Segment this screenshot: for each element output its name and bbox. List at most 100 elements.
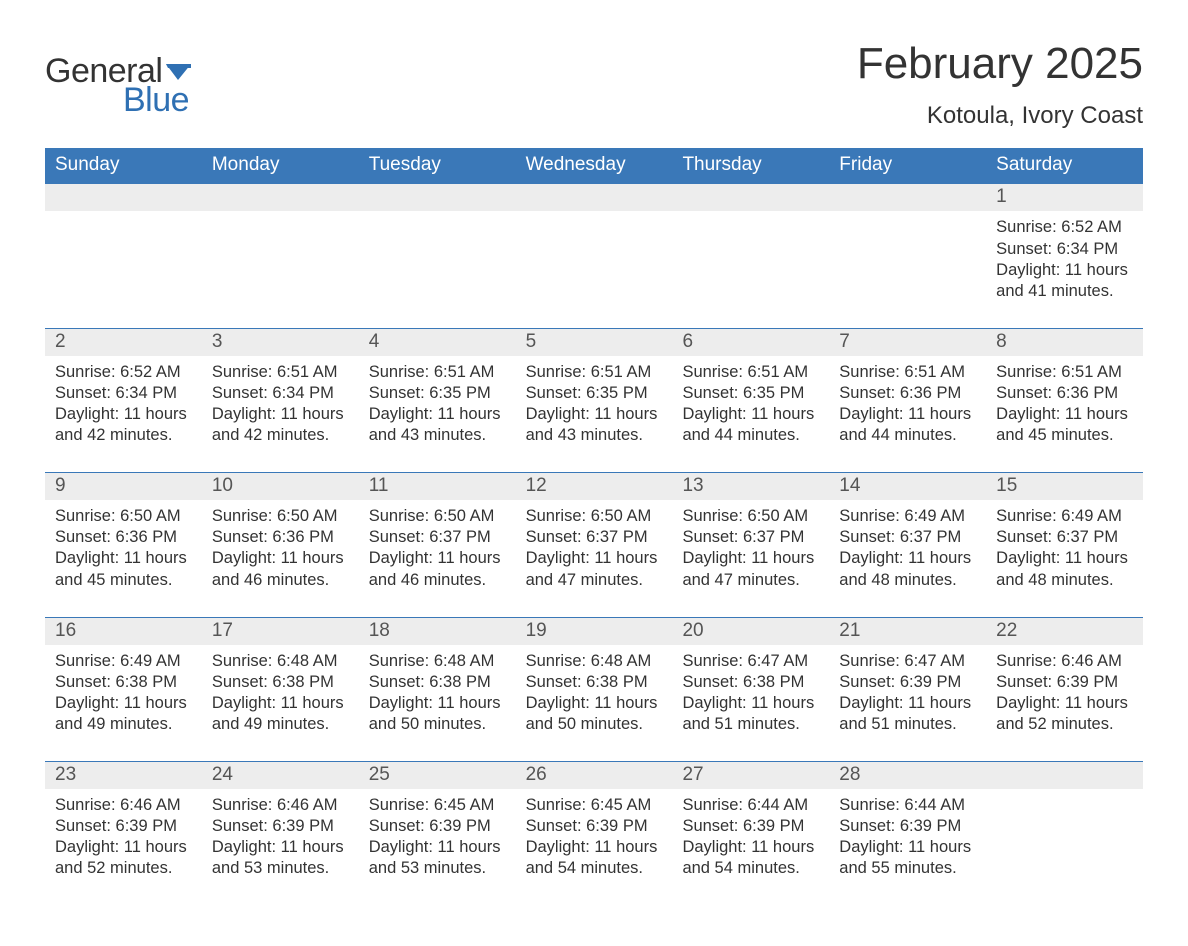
day-number: 28 xyxy=(829,762,986,789)
day-number: 10 xyxy=(202,473,359,500)
sunset-text: Sunset: 6:38 PM xyxy=(369,672,506,693)
sunrise-text: Sunrise: 6:49 AM xyxy=(839,506,976,527)
sunset-text: Sunset: 6:34 PM xyxy=(55,383,192,404)
empty-day-header xyxy=(672,184,829,211)
day-number: 4 xyxy=(359,329,516,356)
daylight-text-2: and 43 minutes. xyxy=(526,425,663,446)
day-cell xyxy=(516,184,673,309)
day-cell: 21Sunrise: 6:47 AMSunset: 6:39 PMDayligh… xyxy=(829,618,986,743)
day-cell: 16Sunrise: 6:49 AMSunset: 6:38 PMDayligh… xyxy=(45,618,202,743)
day-cell: 26 Sunrise: 6:45 AMSunset: 6:39 PMDayligh… xyxy=(516,762,673,887)
day-number: 27 xyxy=(672,762,829,789)
day-number: 20 xyxy=(672,618,829,645)
daylight-text-2: and 46 minutes. xyxy=(369,570,506,591)
week-row: 16Sunrise: 6:49 AMSunset: 6:38 PMDayligh… xyxy=(45,617,1143,743)
weekday-header: Tuesday xyxy=(359,148,516,184)
sunset-text: Sunset: 6:38 PM xyxy=(55,672,192,693)
daylight-text-1: Daylight: 11 hours xyxy=(212,404,349,425)
sunrise-text: Sunrise: 6:44 AM xyxy=(839,795,976,816)
day-cell: 3Sunrise: 6:51 AMSunset: 6:34 PMDaylight… xyxy=(202,329,359,454)
day-cell: 5Sunrise: 6:51 AMSunset: 6:35 PMDaylight… xyxy=(516,329,673,454)
day-details: Sunrise: 6:48 AMSunset: 6:38 PMDaylight:… xyxy=(202,651,359,735)
sunrise-text: Sunrise: 6:46 AM xyxy=(996,651,1133,672)
daylight-text-1: Daylight: 11 hours xyxy=(682,693,819,714)
day-details: Sunrise: 6:50 AMSunset: 6:36 PMDaylight:… xyxy=(45,506,202,590)
day-cell: 8 Sunrise: 6:51 AMSunset: 6:36 PMDaylight… xyxy=(986,329,1143,454)
day-number: 22 xyxy=(986,618,1143,645)
day-number: 25 xyxy=(359,762,516,789)
day-cell xyxy=(202,184,359,309)
daylight-text-2: and 45 minutes. xyxy=(996,425,1133,446)
day-number: 6 xyxy=(672,329,829,356)
sunset-text: Sunset: 6:39 PM xyxy=(839,672,976,693)
day-details: Sunrise: 6:47 AMSunset: 6:38 PMDaylight:… xyxy=(672,651,829,735)
sunrise-text: Sunrise: 6:48 AM xyxy=(369,651,506,672)
empty-day-header xyxy=(516,184,673,211)
sunset-text: Sunset: 6:39 PM xyxy=(526,816,663,837)
sunset-text: Sunset: 6:34 PM xyxy=(212,383,349,404)
day-cell: 12Sunrise: 6:50 AMSunset: 6:37 PMDayligh… xyxy=(516,473,673,598)
day-details: Sunrise: 6:51 AMSunset: 6:36 PMDaylight:… xyxy=(986,362,1143,446)
day-number: 8 xyxy=(986,329,1143,356)
day-number: 19 xyxy=(516,618,673,645)
daylight-text-2: and 45 minutes. xyxy=(55,570,192,591)
day-cell: 19 Sunrise: 6:48 AMSunset: 6:38 PMDayligh… xyxy=(516,618,673,743)
day-details: Sunrise: 6:51 AMSunset: 6:35 PMDaylight:… xyxy=(516,362,673,446)
daylight-text-1: Daylight: 11 hours xyxy=(212,548,349,569)
day-number: 15 xyxy=(986,473,1143,500)
daylight-text-2: and 54 minutes. xyxy=(682,858,819,879)
day-cell: 27 Sunrise: 6:44 AMSunset: 6:39 PMDayligh… xyxy=(672,762,829,887)
sunrise-text: Sunrise: 6:50 AM xyxy=(212,506,349,527)
day-details: Sunrise: 6:45 AMSunset: 6:39 PMDaylight:… xyxy=(516,795,673,879)
sunset-text: Sunset: 6:39 PM xyxy=(839,816,976,837)
daylight-text-1: Daylight: 11 hours xyxy=(369,693,506,714)
day-cell: 10 Sunrise: 6:50 AMSunset: 6:36 PMDayligh… xyxy=(202,473,359,598)
sunrise-text: Sunrise: 6:46 AM xyxy=(212,795,349,816)
day-cell: 28 Sunrise: 6:44 AMSunset: 6:39 PMDayligh… xyxy=(829,762,986,887)
day-number: 17 xyxy=(202,618,359,645)
day-number: 26 xyxy=(516,762,673,789)
day-details: Sunrise: 6:48 AMSunset: 6:38 PMDaylight:… xyxy=(516,651,673,735)
day-number: 14 xyxy=(829,473,986,500)
daylight-text-2: and 51 minutes. xyxy=(839,714,976,735)
sunset-text: Sunset: 6:39 PM xyxy=(682,816,819,837)
weekday-header: Sunday xyxy=(45,148,202,184)
weekday-header: Monday xyxy=(202,148,359,184)
daylight-text-2: and 42 minutes. xyxy=(55,425,192,446)
sunset-text: Sunset: 6:37 PM xyxy=(369,527,506,548)
day-number: 11 xyxy=(359,473,516,500)
daylight-text-2: and 53 minutes. xyxy=(212,858,349,879)
sunrise-text: Sunrise: 6:49 AM xyxy=(55,651,192,672)
day-details: Sunrise: 6:50 AMSunset: 6:36 PMDaylight:… xyxy=(202,506,359,590)
weekday-header-row: SundayMondayTuesdayWednesdayThursdayFrid… xyxy=(45,148,1143,184)
day-details: Sunrise: 6:49 AMSunset: 6:37 PMDaylight:… xyxy=(986,506,1143,590)
sunset-text: Sunset: 6:38 PM xyxy=(212,672,349,693)
empty-day-header xyxy=(202,184,359,211)
sunrise-text: Sunrise: 6:52 AM xyxy=(996,217,1133,238)
weekday-header: Friday xyxy=(829,148,986,184)
daylight-text-1: Daylight: 11 hours xyxy=(839,693,976,714)
daylight-text-2: and 48 minutes. xyxy=(839,570,976,591)
day-number: 7 xyxy=(829,329,986,356)
daylight-text-2: and 51 minutes. xyxy=(682,714,819,735)
empty-day-header xyxy=(45,184,202,211)
day-details: Sunrise: 6:44 AMSunset: 6:39 PMDaylight:… xyxy=(672,795,829,879)
daylight-text-2: and 44 minutes. xyxy=(839,425,976,446)
day-details: Sunrise: 6:44 AMSunset: 6:39 PMDaylight:… xyxy=(829,795,986,879)
sunrise-text: Sunrise: 6:49 AM xyxy=(996,506,1133,527)
calendar-page: General Blue February 2025 Kotoula, Ivor… xyxy=(0,0,1188,946)
sunrise-text: Sunrise: 6:44 AM xyxy=(682,795,819,816)
day-details: Sunrise: 6:49 AMSunset: 6:37 PMDaylight:… xyxy=(829,506,986,590)
day-details: Sunrise: 6:50 AMSunset: 6:37 PMDaylight:… xyxy=(672,506,829,590)
sunrise-text: Sunrise: 6:50 AM xyxy=(682,506,819,527)
weekday-header: Saturday xyxy=(986,148,1143,184)
sunset-text: Sunset: 6:35 PM xyxy=(682,383,819,404)
daylight-text-2: and 49 minutes. xyxy=(55,714,192,735)
day-cell: 25Sunrise: 6:45 AMSunset: 6:39 PMDayligh… xyxy=(359,762,516,887)
sunrise-text: Sunrise: 6:47 AM xyxy=(839,651,976,672)
daylight-text-2: and 54 minutes. xyxy=(526,858,663,879)
day-details: Sunrise: 6:52 AMSunset: 6:34 PMDaylight:… xyxy=(986,217,1143,301)
day-details: Sunrise: 6:46 AMSunset: 6:39 PMDaylight:… xyxy=(986,651,1143,735)
day-details: Sunrise: 6:51 AMSunset: 6:34 PMDaylight:… xyxy=(202,362,359,446)
sunrise-text: Sunrise: 6:45 AM xyxy=(526,795,663,816)
